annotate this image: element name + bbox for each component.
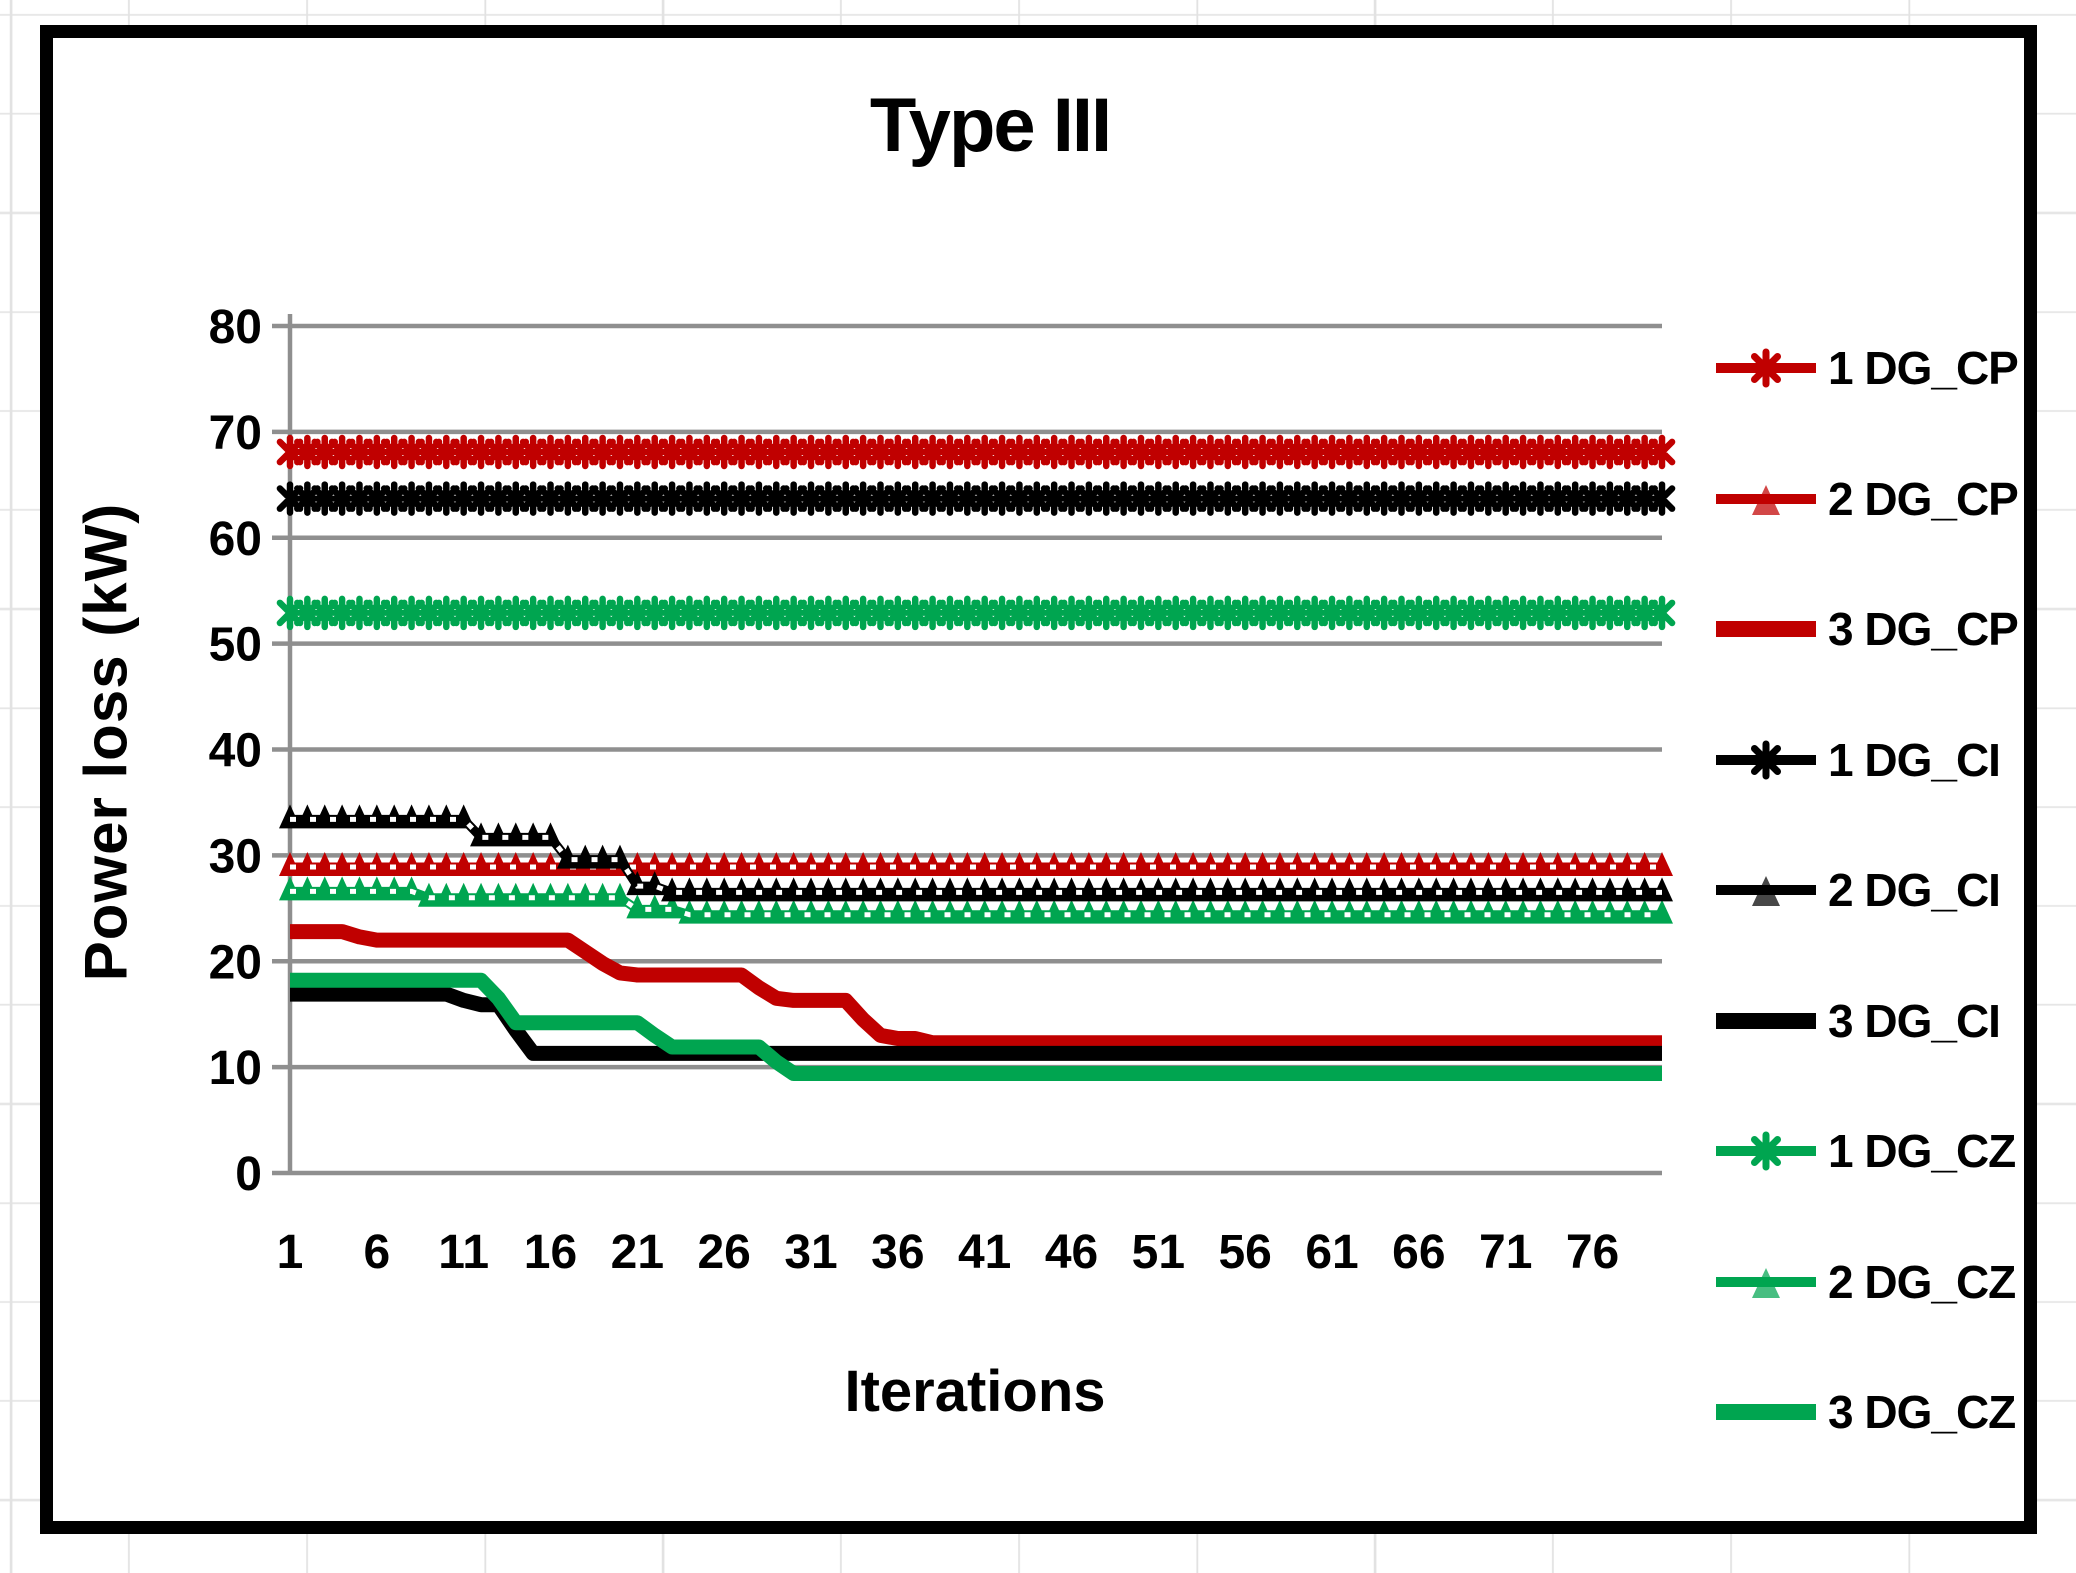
- x-tick-label-36: 36: [871, 1226, 924, 1279]
- series-markers-2-dg-ci: [279, 804, 1673, 902]
- legend-label-1-dg-cz: 1 DG_CZ: [1828, 1125, 2016, 1177]
- legend-label-1-dg-cp: 1 DG_CP: [1828, 342, 2019, 394]
- legend-key-1-dg-cz: [1716, 1131, 1816, 1171]
- legend-item-1-dg-cp: 1 DG_CP: [1712, 342, 2052, 394]
- series-3-dg-cz: [290, 972, 1662, 1081]
- x-tick-label-31: 31: [784, 1226, 837, 1279]
- legend-star-icon: [1750, 740, 1782, 779]
- legend-label-3-dg-ci: 3 DG_CI: [1828, 994, 2001, 1047]
- legend-label-1-dg-ci: 1 DG_CI: [1828, 733, 2001, 786]
- legend-label-3-dg-cp: 3 DG_CP: [1828, 603, 2019, 655]
- chart-frame: [40, 25, 2037, 1534]
- series-2-dg-ci: [279, 804, 1673, 902]
- series-line-3-dg-ci: [290, 986, 1662, 1061]
- legend-item-2-dg-ci: 2 DG_CI: [1712, 864, 2052, 916]
- legend-label-2-dg-cp: 2 DG_CP: [1828, 472, 2019, 525]
- legend-item-3-dg-cp: 3 DG_CP: [1712, 603, 2052, 655]
- legend-item-1-dg-ci: 1 DG_CI: [1712, 734, 2052, 786]
- legend-item-1-dg-cz: 1 DG_CZ: [1712, 1125, 2052, 1177]
- legend-key-1-dg-ci: [1716, 740, 1816, 779]
- x-tick-label-51: 51: [1132, 1226, 1185, 1279]
- y-tick-label-80: 80: [209, 301, 262, 354]
- y-tick-label-60: 60: [209, 513, 262, 566]
- x-tick-label-76: 76: [1566, 1226, 1619, 1279]
- legend-label-2-dg-ci: 2 DG_CI: [1828, 864, 2001, 916]
- legend-key-3-dg-cz: [1716, 1404, 1816, 1420]
- y-tick-label-40: 40: [209, 725, 262, 778]
- series-markers-1-dg-ci: [276, 481, 1676, 516]
- legend-key-2-dg-ci: [1716, 876, 1816, 906]
- legend-item-2-dg-cz: 2 DG_CZ: [1712, 1256, 2052, 1308]
- legend-label-2-dg-cz: 2 DG_CZ: [1828, 1255, 2016, 1308]
- x-tick-label-46: 46: [1045, 1226, 1098, 1279]
- x-tick-label-66: 66: [1392, 1226, 1445, 1279]
- chart-title: Type III: [869, 83, 1112, 168]
- legend-item-2-dg-cp: 2 DG_CP: [1712, 473, 2052, 525]
- x-tick-label-16: 16: [524, 1226, 577, 1279]
- legend-star-icon: [1750, 348, 1782, 388]
- legend-item-3-dg-cz: 3 DG_CZ: [1712, 1386, 2052, 1438]
- y-tick-label-20: 20: [209, 936, 262, 989]
- y-tick-label-10: 10: [209, 1042, 262, 1095]
- legend-key-3-dg-ci: [1716, 1012, 1816, 1029]
- series-1-dg-ci: [276, 481, 1676, 516]
- x-tick-label-21: 21: [611, 1226, 664, 1279]
- x-tick-label-26: 26: [697, 1226, 750, 1279]
- series-line-3-dg-cz: [290, 972, 1662, 1081]
- legend-key-1-dg-cp: [1716, 348, 1816, 388]
- x-tick-label-11: 11: [438, 1226, 489, 1279]
- x-tick-label-6: 6: [363, 1226, 390, 1279]
- series-markers-1-dg-cz: [276, 595, 1676, 631]
- legend-key-3-dg-cp: [1716, 621, 1816, 637]
- legend-key-2-dg-cp: [1716, 484, 1816, 515]
- y-tick-label-0: 0: [235, 1148, 262, 1201]
- x-tick-label-1: 1: [277, 1226, 304, 1279]
- x-tick-label-71: 71: [1479, 1226, 1532, 1279]
- x-tick-label-41: 41: [958, 1226, 1011, 1279]
- series-3-dg-cp: [290, 924, 1662, 1051]
- y-tick-label-30: 30: [209, 830, 262, 883]
- series-3-dg-ci: [290, 986, 1662, 1061]
- x-tick-label-56: 56: [1218, 1226, 1271, 1279]
- legend-triangle-icon: [1752, 1267, 1780, 1298]
- legend-star-icon: [1750, 1131, 1782, 1171]
- legend-triangle-icon: [1752, 876, 1780, 906]
- legend-label-3-dg-cz: 3 DG_CZ: [1828, 1386, 2016, 1438]
- y-tick-label-50: 50: [209, 619, 262, 672]
- y-tick-label-70: 70: [209, 407, 262, 460]
- x-tick-label-61: 61: [1305, 1226, 1358, 1279]
- series-2-dg-cz: [279, 876, 1673, 924]
- series-1-dg-cp: [276, 434, 1676, 470]
- series-markers-1-dg-cp: [276, 434, 1676, 470]
- series-markers-2-dg-cz: [279, 876, 1673, 924]
- x-axis-title: Iterations: [844, 1359, 1106, 1424]
- series-line-3-dg-cp: [290, 924, 1662, 1051]
- legend-item-3-dg-ci: 3 DG_CI: [1712, 995, 2052, 1047]
- legend-triangle-icon: [1752, 484, 1780, 515]
- legend-key-2-dg-cz: [1716, 1267, 1816, 1298]
- series-1-dg-cz: [276, 595, 1676, 631]
- y-axis-title: Power loss (kW): [72, 502, 140, 982]
